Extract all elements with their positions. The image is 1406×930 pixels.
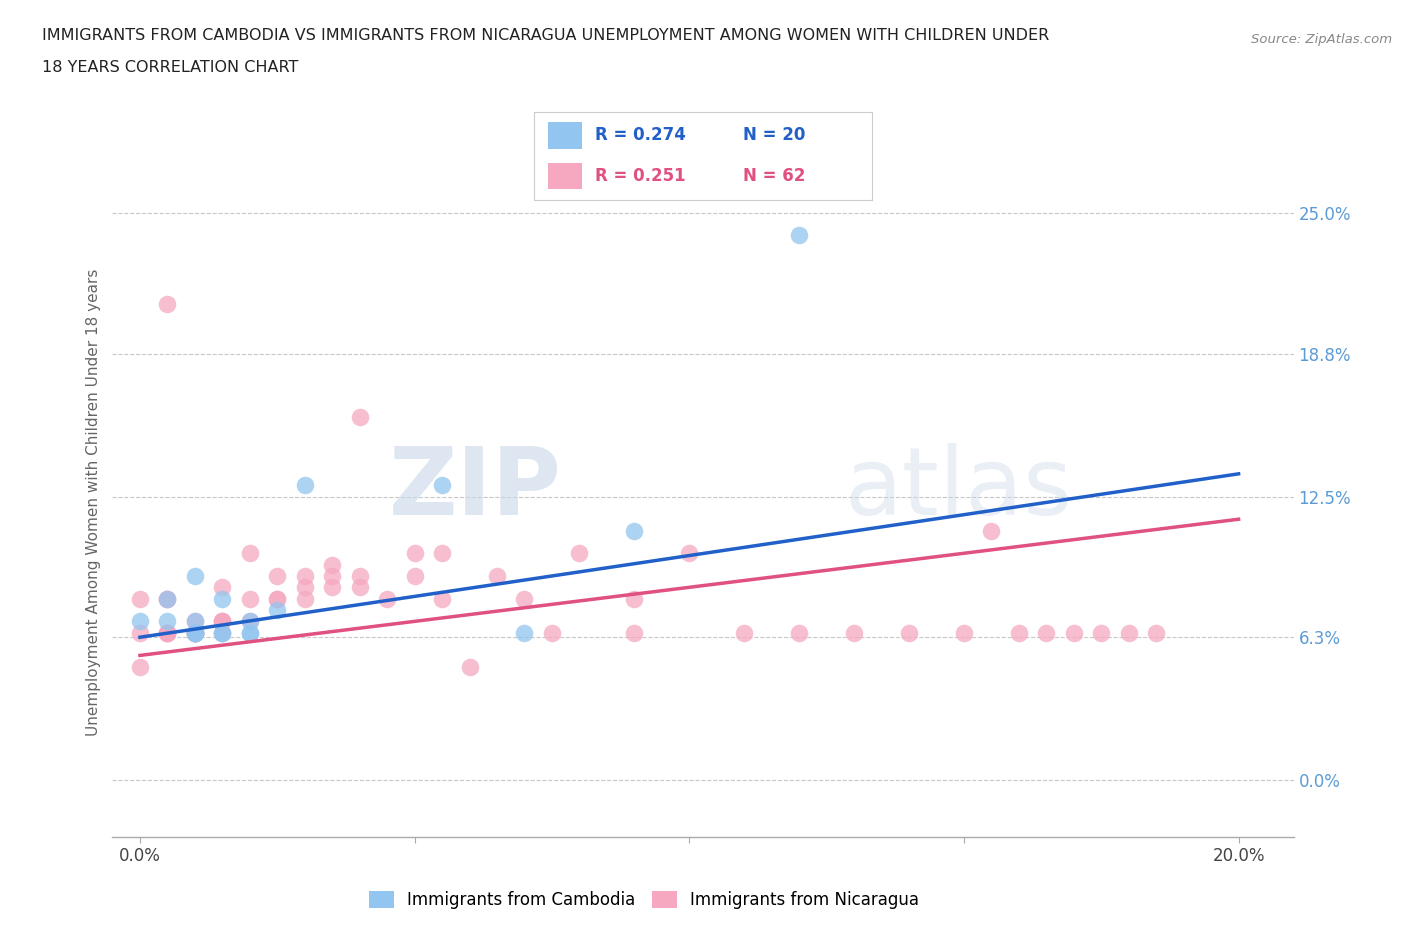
Y-axis label: Unemployment Among Women with Children Under 18 years: Unemployment Among Women with Children U… xyxy=(86,269,101,736)
Point xyxy=(156,614,179,629)
Point xyxy=(211,614,233,629)
Text: ZIP: ZIP xyxy=(388,443,561,535)
Point xyxy=(156,591,179,606)
Point xyxy=(211,625,233,640)
Point xyxy=(375,591,398,606)
Point xyxy=(294,568,316,583)
Point xyxy=(458,659,481,674)
Point xyxy=(266,568,288,583)
Point xyxy=(980,524,1002,538)
Point xyxy=(239,614,262,629)
Point xyxy=(184,625,207,640)
Point xyxy=(211,580,233,595)
Point xyxy=(787,625,810,640)
Point xyxy=(1144,625,1167,640)
Text: 18 YEARS CORRELATION CHART: 18 YEARS CORRELATION CHART xyxy=(42,60,298,75)
Point xyxy=(430,478,453,493)
Point xyxy=(156,591,179,606)
Point xyxy=(184,625,207,640)
Point xyxy=(239,546,262,561)
Point xyxy=(1063,625,1085,640)
Point xyxy=(898,625,921,640)
Point xyxy=(349,580,371,595)
Point xyxy=(623,591,645,606)
Point xyxy=(321,557,343,572)
Point xyxy=(184,625,207,640)
Point xyxy=(321,568,343,583)
Text: R = 0.251: R = 0.251 xyxy=(595,167,686,185)
Point xyxy=(156,625,179,640)
Text: N = 62: N = 62 xyxy=(744,167,806,185)
Text: N = 20: N = 20 xyxy=(744,126,806,144)
Point xyxy=(156,296,179,311)
Point xyxy=(1090,625,1112,640)
Point xyxy=(430,546,453,561)
Point xyxy=(294,478,316,493)
Point xyxy=(404,568,426,583)
Text: Source: ZipAtlas.com: Source: ZipAtlas.com xyxy=(1251,33,1392,46)
Point xyxy=(239,614,262,629)
Bar xyxy=(548,122,582,149)
Point xyxy=(842,625,865,640)
Point xyxy=(156,625,179,640)
Text: IMMIGRANTS FROM CAMBODIA VS IMMIGRANTS FROM NICARAGUA UNEMPLOYMENT AMONG WOMEN W: IMMIGRANTS FROM CAMBODIA VS IMMIGRANTS F… xyxy=(42,28,1049,43)
Point xyxy=(733,625,755,640)
Point xyxy=(239,591,262,606)
Point xyxy=(623,625,645,640)
Point xyxy=(184,614,207,629)
Point xyxy=(156,591,179,606)
Point xyxy=(129,659,152,674)
Point xyxy=(184,614,207,629)
Point xyxy=(953,625,976,640)
Point xyxy=(129,625,152,640)
Point xyxy=(211,614,233,629)
Point xyxy=(1008,625,1031,640)
Point xyxy=(404,546,426,561)
Point xyxy=(321,580,343,595)
Point xyxy=(156,625,179,640)
Text: R = 0.274: R = 0.274 xyxy=(595,126,686,144)
Point xyxy=(184,568,207,583)
Point xyxy=(349,568,371,583)
Point xyxy=(211,591,233,606)
Legend: Immigrants from Cambodia, Immigrants from Nicaragua: Immigrants from Cambodia, Immigrants fro… xyxy=(361,884,927,916)
Point xyxy=(1118,625,1140,640)
Point xyxy=(211,625,233,640)
Text: atlas: atlas xyxy=(845,443,1073,535)
Point xyxy=(266,591,288,606)
Point xyxy=(239,625,262,640)
Point xyxy=(184,625,207,640)
Point xyxy=(211,625,233,640)
Point xyxy=(156,625,179,640)
Point xyxy=(623,524,645,538)
Point xyxy=(787,228,810,243)
Point xyxy=(184,625,207,640)
Point xyxy=(513,591,536,606)
Point xyxy=(349,409,371,424)
Point xyxy=(485,568,508,583)
Point xyxy=(294,591,316,606)
Point xyxy=(678,546,700,561)
Point xyxy=(266,603,288,618)
Point xyxy=(129,591,152,606)
Bar xyxy=(548,163,582,190)
Point xyxy=(184,625,207,640)
Point xyxy=(184,625,207,640)
Point xyxy=(568,546,591,561)
Point xyxy=(266,591,288,606)
Point xyxy=(1035,625,1057,640)
Point xyxy=(541,625,564,640)
Point xyxy=(129,614,152,629)
Point xyxy=(239,625,262,640)
Point xyxy=(430,591,453,606)
Point xyxy=(294,580,316,595)
Point xyxy=(184,625,207,640)
Point xyxy=(184,625,207,640)
Point xyxy=(513,625,536,640)
Point xyxy=(211,614,233,629)
